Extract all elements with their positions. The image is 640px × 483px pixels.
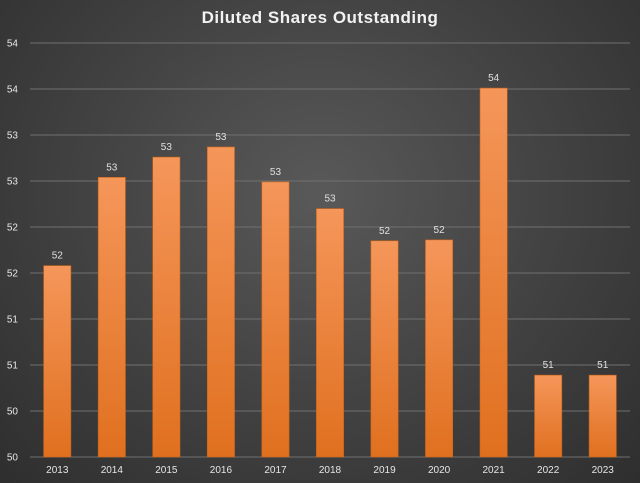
bar-2013: [43, 265, 72, 458]
y-tick-label: 54: [7, 85, 19, 96]
y-tick-label: 51: [7, 361, 19, 372]
data-label-2014: 53: [106, 162, 118, 173]
x-tick-label-2016: 2016: [210, 465, 233, 476]
x-tick-label-2014: 2014: [101, 465, 124, 476]
bar-2021: [479, 87, 508, 458]
bar-2015: [152, 156, 181, 458]
data-label-2013: 52: [52, 251, 64, 262]
data-label-2021: 54: [488, 73, 500, 84]
x-tick-label-2019: 2019: [373, 465, 396, 476]
bar-2022: [534, 374, 563, 458]
bar-2016: [206, 146, 235, 458]
x-tick-label-2017: 2017: [264, 465, 287, 476]
data-label-2015: 53: [161, 142, 173, 153]
y-tick-label: 53: [7, 131, 19, 142]
data-label-2017: 53: [270, 167, 282, 178]
x-tick-label-2023: 2023: [592, 465, 615, 476]
data-label-2018: 53: [324, 194, 336, 205]
x-tick-label-2021: 2021: [483, 465, 506, 476]
data-label-2022: 51: [543, 360, 555, 371]
chart-title: Diluted Shares Outstanding: [201, 8, 439, 27]
x-tick-label-2013: 2013: [46, 465, 69, 476]
bar-2017: [261, 181, 290, 458]
data-label-2020: 52: [434, 225, 446, 236]
y-tick-label: 52: [7, 223, 19, 234]
y-tick-label: 50: [7, 407, 19, 418]
bar-2023: [588, 374, 617, 458]
bar-2020: [425, 239, 454, 458]
data-label-2019: 52: [379, 226, 391, 237]
x-tick-label-2022: 2022: [537, 465, 560, 476]
y-tick-label: 51: [7, 315, 19, 326]
y-tick-label: 52: [7, 269, 19, 280]
data-label-2016: 53: [215, 132, 227, 143]
y-tick-label: 54: [7, 39, 19, 50]
y-tick-label: 50: [7, 453, 19, 464]
bar-2019: [370, 240, 399, 458]
y-tick-label: 53: [7, 177, 19, 188]
x-tick-label-2020: 2020: [428, 465, 451, 476]
x-tick-label-2018: 2018: [319, 465, 342, 476]
data-label-2023: 51: [597, 360, 609, 371]
bar-2018: [316, 208, 344, 458]
bar-2014: [97, 177, 126, 458]
x-tick-label-2015: 2015: [155, 465, 178, 476]
